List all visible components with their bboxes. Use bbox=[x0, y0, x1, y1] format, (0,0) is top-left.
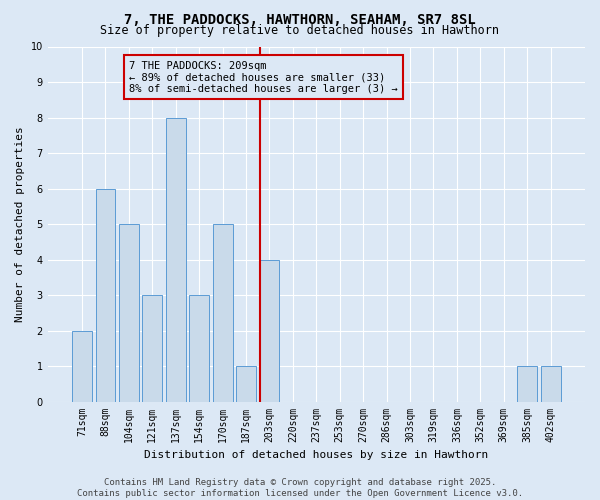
Bar bbox=[166, 118, 186, 402]
Bar bbox=[212, 224, 233, 402]
Bar bbox=[95, 188, 115, 402]
Bar bbox=[189, 295, 209, 402]
Text: Size of property relative to detached houses in Hawthorn: Size of property relative to detached ho… bbox=[101, 24, 499, 37]
Bar bbox=[142, 295, 162, 402]
X-axis label: Distribution of detached houses by size in Hawthorn: Distribution of detached houses by size … bbox=[144, 450, 488, 460]
Bar bbox=[72, 330, 92, 402]
Bar bbox=[260, 260, 280, 402]
Bar bbox=[541, 366, 560, 402]
Bar bbox=[119, 224, 139, 402]
Bar bbox=[236, 366, 256, 402]
Y-axis label: Number of detached properties: Number of detached properties bbox=[15, 126, 25, 322]
Text: 7, THE PADDOCKS, HAWTHORN, SEAHAM, SR7 8SL: 7, THE PADDOCKS, HAWTHORN, SEAHAM, SR7 8… bbox=[124, 12, 476, 26]
Bar bbox=[517, 366, 537, 402]
Text: Contains HM Land Registry data © Crown copyright and database right 2025.
Contai: Contains HM Land Registry data © Crown c… bbox=[77, 478, 523, 498]
Text: 7 THE PADDOCKS: 209sqm
← 89% of detached houses are smaller (33)
8% of semi-deta: 7 THE PADDOCKS: 209sqm ← 89% of detached… bbox=[129, 60, 398, 94]
